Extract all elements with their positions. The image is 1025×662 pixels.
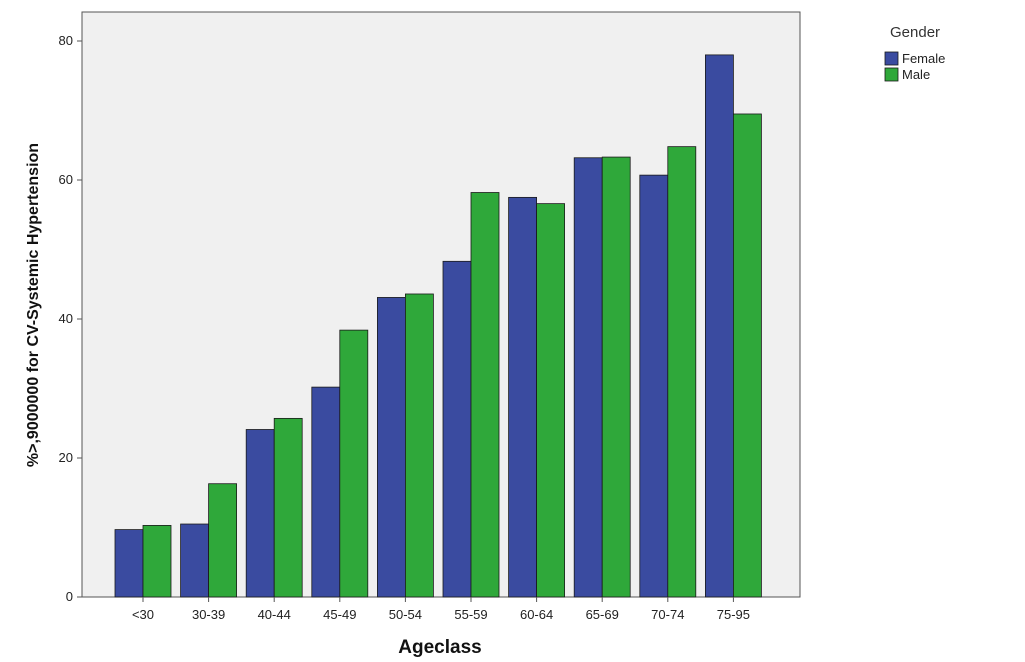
bar-female-0 [114,529,144,598]
x-tick-label-6: 60-64 [520,607,553,622]
x-tick-label-7: 65-69 [586,607,619,622]
bar-female-7 [573,157,603,598]
x-tick-label-3: 45-49 [323,607,356,622]
bar-male-8 [667,146,697,598]
legend-title: Gender [890,24,940,41]
bars-group [114,54,762,598]
y-tick-label-3: 60 [59,172,73,187]
bar-female-6 [508,196,538,598]
x-tick-label-2: 40-44 [258,607,291,622]
x-tick-label-4: 50-54 [389,607,422,622]
bar-female-5 [442,260,472,598]
y-tick-label-2: 40 [59,311,73,326]
bar-female-3 [311,386,341,598]
bar-male-0 [142,525,172,598]
bar-male-3 [339,329,369,598]
legend-swatch-male [884,67,899,82]
x-tick-label-9: 75-95 [717,607,750,622]
x-tick-label-0: <30 [132,607,154,622]
legend-label-female: Female [902,51,945,66]
bar-female-1 [180,523,210,598]
bar-female-4 [376,297,406,598]
y-tick-label-1: 20 [59,450,73,465]
y-tick-label-4: 80 [59,33,73,48]
bar-female-9 [705,54,734,598]
bar-male-4 [404,293,434,598]
bar-male-1 [208,483,238,598]
x-tick-label-1: 30-39 [192,607,225,622]
bar-male-5 [470,192,500,598]
x-tick-label-5: 55-59 [454,607,487,622]
legend-swatch-female [884,51,899,66]
bar-female-8 [639,174,669,598]
bar-male-2 [273,417,303,598]
axes-group: 0 20 40 60 80 <30 30-39 40-44 45-49 50-54 55-59 60-… [59,33,750,622]
bar-male-9 [733,113,762,598]
x-tick-label-8: 70-74 [651,607,684,622]
y-tick-label-0: 0 [66,589,73,604]
bar-male-7 [601,156,631,598]
x-axis-title: Ageclass [398,637,481,658]
y-axis-title: %>,9000000 for CV-Systemic Hypertension [25,143,42,467]
bar-male-6 [536,203,565,598]
legend-label-male: Male [902,67,930,82]
bar-female-2 [245,429,275,598]
